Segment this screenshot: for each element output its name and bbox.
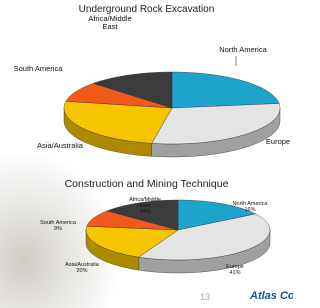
slice-label-name: North America bbox=[219, 45, 267, 54]
slice-label-value: 41% bbox=[229, 270, 240, 276]
slice-label-value: 14% bbox=[139, 209, 150, 215]
slice-label: South America bbox=[8, 65, 68, 73]
slice-label-name: South America bbox=[14, 64, 63, 73]
slice-label-name: Africa/Middle East bbox=[129, 197, 161, 209]
slice-label-name: Asia/Australia bbox=[37, 141, 83, 150]
slice-label-value: 16% bbox=[244, 207, 255, 213]
slice-label-name: Europe bbox=[266, 137, 290, 146]
pie-slice bbox=[172, 72, 279, 108]
logo: Atlas Co bbox=[250, 290, 293, 302]
slice-label: North America bbox=[208, 46, 278, 54]
chart-title: Underground Rock Excavation bbox=[0, 4, 293, 15]
slice-label-name: Africa/Middle East bbox=[88, 14, 131, 31]
slice-label: Europe bbox=[258, 138, 293, 146]
page-number: 13 bbox=[200, 292, 210, 302]
chart-title: Construction and Mining Technique bbox=[0, 178, 293, 190]
slice-label: Africa/Middle East bbox=[80, 15, 140, 32]
slice-label: Asia/Australia bbox=[30, 142, 90, 150]
slice-label-value: 9% bbox=[54, 226, 62, 232]
slice-label-value: 20% bbox=[76, 268, 87, 274]
slide: 13 Atlas Co Underground Rock Excavation N… bbox=[0, 0, 293, 308]
